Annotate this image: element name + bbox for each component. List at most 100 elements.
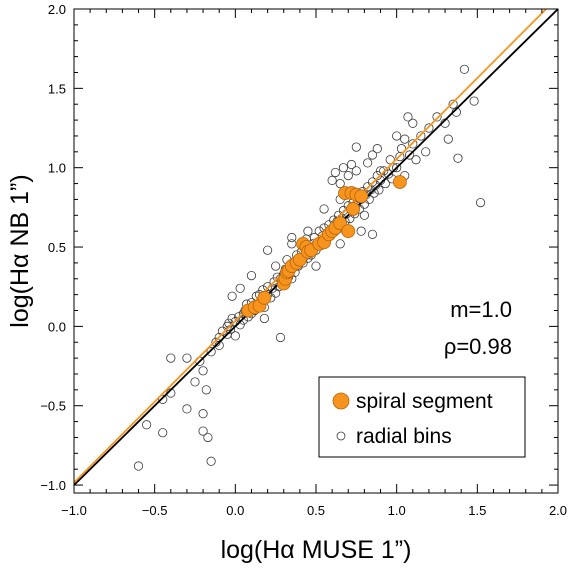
radial-bin-point (330, 167, 340, 178)
radial-bin-point (403, 112, 413, 122)
legend: spiral segment radial bins (318, 376, 526, 458)
x-axis-label: log(Hα MUSE 1”) (221, 536, 412, 564)
radial-bin-point (404, 150, 415, 160)
spiral-segment-point (392, 175, 407, 189)
spiral-segment-point (354, 189, 369, 204)
radial-bin-point (408, 139, 418, 149)
radial-bin-point (259, 313, 269, 324)
correlation-annotation: ρ=0.98 (444, 334, 512, 359)
radial-bin-point (158, 428, 168, 438)
radial-bin-point (166, 353, 176, 363)
radial-bin-point (198, 426, 208, 436)
y-tick-label: 2.0 (48, 2, 66, 17)
y-tick-label: 1.5 (48, 81, 66, 96)
radial-bin-point (190, 377, 200, 387)
spiral-segment-point (341, 224, 356, 239)
radial-bin-point (133, 461, 144, 471)
radial-bin-point (351, 166, 361, 176)
radial-bin-point (238, 315, 248, 325)
y-tick-label: 1.0 (48, 161, 66, 176)
radial-bin-point (271, 288, 281, 298)
legend-marker-spiral-segment (332, 392, 350, 410)
radial-bin-point (335, 178, 345, 189)
radial-bin-point (319, 204, 329, 214)
radial-bin-point (346, 159, 357, 170)
radial-bin-point (443, 134, 453, 144)
radial-bin-point (227, 313, 237, 324)
radial-bin-point (246, 270, 257, 281)
radial-bin-point (400, 134, 410, 144)
legend-label-radial-bins: radial bins (356, 425, 452, 448)
radial-bin-point (392, 131, 402, 141)
radial-bin-point (408, 118, 418, 128)
radial-bin-point (327, 175, 337, 185)
radial-bin-point (287, 239, 297, 249)
radial-bin-point (182, 353, 192, 363)
spiral-segment-point (346, 202, 361, 216)
radial-bin-point (363, 158, 373, 168)
x-tick-label: 1.0 (388, 503, 406, 518)
radial-bin-point (475, 198, 486, 208)
x-tick-label: −0.5 (142, 503, 168, 518)
radial-bin-point (343, 171, 353, 181)
radial-bin-point (287, 232, 297, 243)
radial-bin-point (372, 144, 382, 154)
radial-bin-point (459, 64, 470, 74)
radial-bin-point (383, 169, 394, 179)
x-tick-label: −1.0 (61, 503, 87, 518)
x-tick-label: 2.0 (549, 503, 567, 518)
x-tick-label: 1.5 (468, 503, 486, 518)
radial-bin-point (227, 291, 237, 301)
radial-bin-point (158, 394, 168, 404)
radial-bin-point (367, 229, 378, 239)
x-tick-label: 0.5 (307, 503, 325, 518)
radial-bin-point (335, 239, 345, 249)
slope-annotation: m=1.0 (450, 297, 512, 322)
plot-area (74, 9, 558, 486)
spiral-segment-point (257, 290, 272, 305)
radial-bin-point (262, 245, 273, 255)
legend-box (318, 376, 526, 458)
radial-bin-point (448, 99, 458, 109)
radial-bin-point (262, 282, 273, 292)
radial-bin-point (338, 163, 349, 173)
y-tick-label: −0.5 (40, 399, 66, 414)
radial-bin-point (424, 123, 434, 133)
y-axis-label: log(Hα NB 1”) (6, 174, 34, 327)
radial-bin-point (182, 404, 192, 414)
radial-bin-point (432, 112, 442, 122)
radial-bin-point (198, 409, 208, 419)
radial-bin-point (206, 347, 216, 357)
radial-bin-point (275, 332, 286, 343)
radial-bin-point (421, 147, 431, 157)
x-tick-label: 0.0 (226, 503, 244, 518)
radial-bin-point (203, 432, 213, 443)
radial-bin-point (351, 142, 361, 152)
radial-bin-point (356, 226, 366, 236)
radial-bin-point (303, 226, 313, 236)
y-tick-label: −1.0 (40, 478, 66, 493)
axis-ticks: −1.0 −0.5 0.0 0.5 1.0 1.5 2.0 −1.0 −0.5 0.0 0.5 1.0… (40, 2, 567, 518)
y-tick-label: 0.5 (48, 240, 66, 255)
radial-bin-point (453, 153, 463, 163)
radial-bin-point (372, 171, 382, 181)
radial-bin-point (367, 150, 378, 160)
radial-bin-point (379, 166, 389, 176)
radial-bin-point (198, 366, 208, 376)
radial-bin-point (411, 155, 421, 165)
radial-bin-point (392, 163, 402, 173)
legend-marker-radial-bins (336, 431, 346, 441)
radial-bin-point (142, 420, 152, 430)
radial-bin-point (385, 155, 395, 165)
radial-bin-point (311, 261, 321, 271)
y-tick-label: 0.0 (48, 319, 66, 334)
radial-bin-point (230, 331, 240, 341)
radial-bin-point (359, 210, 369, 220)
radial-bin-point (206, 456, 216, 466)
radial-bin-point (201, 385, 211, 395)
legend-label-spiral-segment: spiral segment (356, 390, 493, 413)
radial-bin-point (271, 261, 281, 271)
radial-bin-point (416, 131, 426, 141)
radial-bin-point (235, 283, 245, 293)
